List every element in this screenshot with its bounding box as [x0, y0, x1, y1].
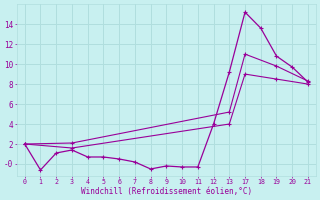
X-axis label: Windchill (Refroidissement éolien,°C): Windchill (Refroidissement éolien,°C) — [81, 187, 252, 196]
